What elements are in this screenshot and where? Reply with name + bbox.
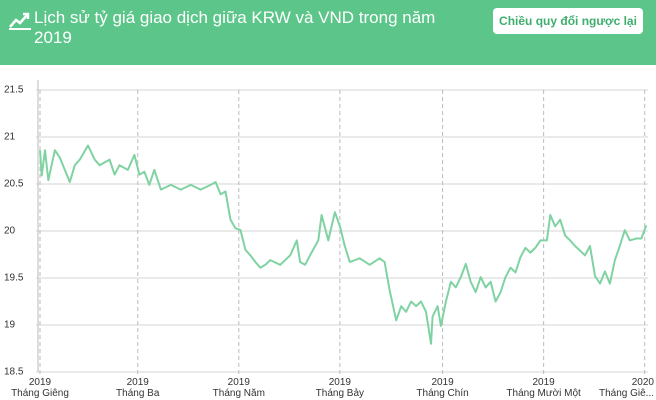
- y-tick-label: 20.5: [4, 179, 24, 190]
- y-tick-label: 19.5: [4, 273, 24, 284]
- x-tick-label: 2019 Tháng Chín: [416, 377, 469, 399]
- header: Lịch sử tỷ giá giao dịch giữa KRW và VND…: [0, 0, 656, 65]
- y-tick-label: 20: [4, 226, 16, 237]
- x-tick-label: 2020 Tháng Giê...: [598, 377, 654, 399]
- y-tick-label: 19: [4, 320, 16, 331]
- rate-line: [39, 144, 648, 345]
- chart-icon: [9, 12, 31, 30]
- title: Lịch sử tỷ giá giao dịch giữa KRW và VND…: [34, 8, 436, 47]
- x-tick-label: 2019 Tháng Bảy: [315, 377, 365, 399]
- reverse-button[interactable]: Chiều quy đổi ngược lại: [493, 8, 643, 34]
- x-tick-label: 2019 Tháng Ba: [116, 377, 160, 399]
- x-tick-label: 2019 Tháng Năm: [212, 377, 265, 399]
- x-tick-label: 2019 Tháng Giêng: [11, 377, 69, 399]
- y-tick-label: 21.5: [4, 85, 24, 96]
- x-tick-label: 2019 Tháng Mười Một: [506, 377, 581, 399]
- y-tick-label: 18.5: [4, 367, 24, 378]
- y-tick-label: 21: [4, 132, 16, 143]
